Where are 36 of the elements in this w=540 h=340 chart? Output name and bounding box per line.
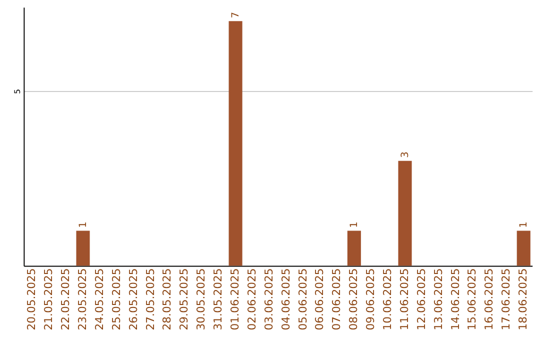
x-tick-label: 26.05.2025 <box>126 268 140 330</box>
data-label: 1 <box>78 222 89 228</box>
x-tick-label: 30.05.2025 <box>194 268 208 330</box>
x-tick-label: 04.06.2025 <box>279 268 292 330</box>
x-tick-label: 24.05.2025 <box>92 268 106 330</box>
x-tick-label: 31.05.2025 <box>212 268 225 330</box>
x-tick-label: 23.05.2025 <box>76 268 89 330</box>
x-tick-label: 25.05.2025 <box>110 268 123 330</box>
x-tick-label: 28.05.2025 <box>160 268 174 330</box>
x-tick-label: 18.06.2025 <box>516 268 530 330</box>
x-tick-label: 27.05.2025 <box>144 268 157 330</box>
x-tick-label: 08.06.2025 <box>347 268 360 330</box>
x-tick-label: 20.05.2025 <box>25 268 38 330</box>
x-tick-label: 17.06.2025 <box>500 268 513 330</box>
x-tick-label: 21.05.2025 <box>42 268 56 330</box>
x-tick-label: 22.05.2025 <box>59 268 72 330</box>
x-tick-label: 11.06.2025 <box>398 268 411 330</box>
x-tick-label: 01.06.2025 <box>228 268 242 330</box>
data-label: 7 <box>230 12 242 18</box>
y-tick-label: 5 <box>13 88 22 94</box>
x-tick-label: 07.06.2025 <box>330 268 344 330</box>
x-tick-label: 09.06.2025 <box>364 268 378 330</box>
x-tick-label: 06.06.2025 <box>313 268 326 330</box>
x-tick-label: 10.06.2025 <box>381 268 394 330</box>
x-tick-label: 05.06.2025 <box>296 268 310 330</box>
x-tick-label: 02.06.2025 <box>245 268 258 330</box>
data-label: 3 <box>400 152 411 158</box>
x-tick-label: 15.06.2025 <box>466 268 479 330</box>
x-tick-label: 13.06.2025 <box>432 268 445 330</box>
x-tick-label: 16.06.2025 <box>482 268 496 330</box>
x-tick-label: 14.06.2025 <box>448 268 462 330</box>
data-label: 1 <box>349 222 360 228</box>
x-tick-label: 03.06.2025 <box>262 268 276 330</box>
data-label: 1 <box>518 222 530 228</box>
x-tick-label: 12.06.2025 <box>414 268 428 330</box>
x-tick-label: 29.05.2025 <box>178 268 191 330</box>
